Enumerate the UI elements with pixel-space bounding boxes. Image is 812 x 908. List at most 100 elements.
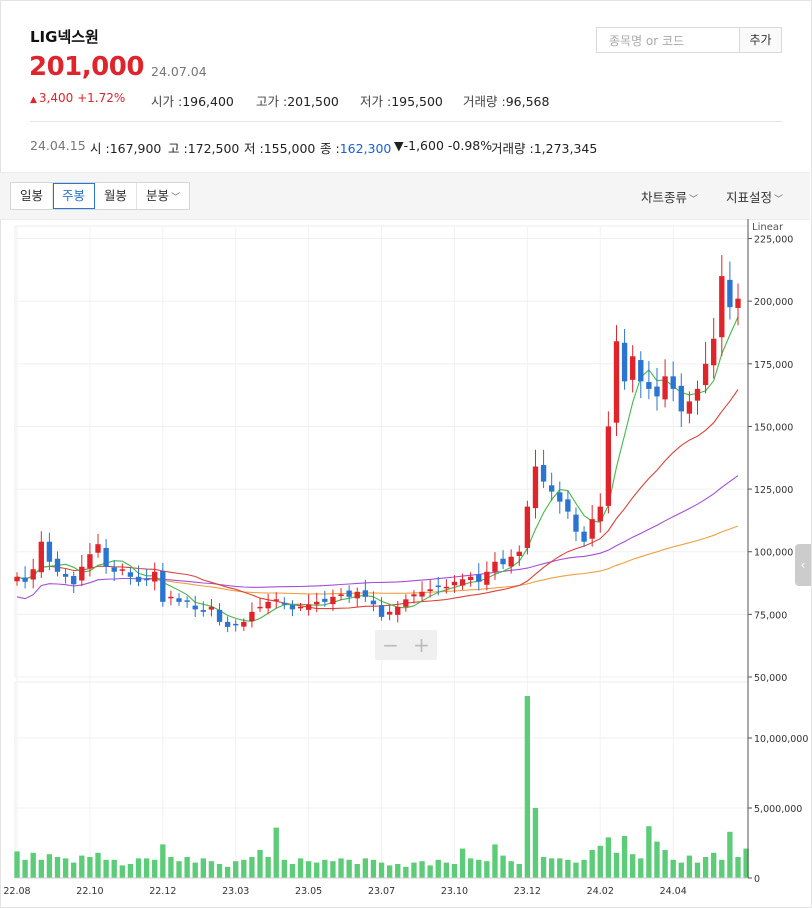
volume-bar	[370, 859, 377, 878]
volume-bar	[160, 844, 166, 878]
stock-search-box	[596, 27, 740, 53]
indicator-settings-dropdown[interactable]: 지표설정 ﹀	[726, 190, 784, 205]
volume-bar	[411, 862, 417, 878]
candle	[403, 599, 409, 607]
price-tick-label: 175,000	[754, 360, 793, 371]
ma20-line	[16, 389, 739, 610]
candle	[22, 577, 28, 582]
low-price: 저가 :195,500	[360, 94, 443, 109]
volume-bar	[224, 866, 231, 878]
volume-bar	[565, 859, 571, 878]
zoom-in-button[interactable]: +	[413, 633, 430, 657]
x-tick-label: 23.12	[514, 886, 541, 897]
candle	[71, 576, 77, 585]
candle	[605, 426, 612, 506]
candle	[297, 606, 304, 609]
chart-type-dropdown[interactable]: 차트종류 ﹀	[641, 190, 699, 205]
volume-bars	[14, 696, 749, 878]
hover-low: 저 :155,000	[244, 141, 316, 156]
volume-bar	[451, 864, 458, 878]
candle	[646, 382, 652, 389]
high-price: 고가 :201,500	[256, 94, 339, 109]
volume-bar	[241, 859, 247, 878]
candle	[322, 598, 328, 602]
volume-bar	[79, 855, 85, 878]
volume-bar	[46, 854, 53, 878]
x-tick-label: 23.07	[368, 886, 395, 897]
volume-bar	[249, 857, 255, 878]
volume-bar	[500, 855, 506, 878]
candlestick-chart[interactable]: 225,000 200,000 175,000 150,000 125,000 100,0…	[0, 219, 812, 908]
candle	[224, 621, 231, 627]
candle	[305, 604, 312, 610]
price-date: 24.07.04	[151, 64, 207, 79]
candle	[103, 547, 109, 567]
scale-label: Linear	[752, 222, 784, 233]
volume-bar	[508, 861, 514, 878]
candle	[670, 376, 676, 389]
volume-bar	[540, 857, 547, 878]
volume-bar	[532, 808, 539, 878]
price-tick-label: 225,000	[754, 235, 793, 246]
volume-bar	[605, 837, 612, 878]
volume-bar	[743, 848, 749, 878]
candle	[354, 591, 360, 599]
x-tick-label: 23.03	[222, 886, 249, 897]
volume-bar	[694, 862, 701, 878]
tab-weekly[interactable]: 주봉	[53, 183, 96, 209]
period-tabs: 일봉 주봉 월봉 분봉 ﹀	[10, 182, 191, 210]
candle	[524, 506, 531, 548]
candle	[143, 578, 150, 581]
divider	[30, 121, 782, 122]
candle	[152, 571, 158, 582]
volume-bar	[386, 865, 393, 878]
candle	[346, 590, 352, 597]
volume-bar	[516, 864, 522, 878]
candle	[702, 363, 709, 386]
chart-toolbar: 일봉 주봉 월봉 분봉 ﹀ 차트종류 ﹀ 지표설정 ﹀	[0, 172, 810, 220]
candle	[694, 388, 701, 401]
volume-tick-label: 5,000,000	[754, 804, 802, 815]
volume-bar	[662, 850, 668, 878]
axes: 225,000 200,000 175,000 150,000 125,000 100,0…	[3, 219, 808, 897]
candle	[540, 465, 547, 482]
candle	[330, 596, 336, 605]
volume-bar	[208, 861, 215, 878]
volume-bar	[127, 864, 134, 878]
zoom-out-button[interactable]: −	[382, 633, 399, 657]
volume-bar	[467, 858, 474, 878]
hover-volume: 거래량 :1,273,345	[491, 141, 598, 156]
volume-bar	[297, 858, 304, 878]
add-stock-button[interactable]: 추가	[739, 27, 782, 53]
volume-bar	[427, 865, 433, 878]
volume-bar	[395, 864, 401, 878]
volume-bar	[711, 852, 717, 878]
candle	[419, 591, 425, 597]
volume-bar	[686, 855, 693, 878]
chevron-down-icon: ﹀	[774, 195, 784, 205]
side-panel-toggle[interactable]: ‹	[795, 544, 811, 586]
volume-bar	[621, 836, 628, 878]
candle	[265, 601, 271, 609]
volume-bar	[257, 850, 263, 878]
candle	[30, 569, 36, 580]
tab-monthly[interactable]: 월봉	[95, 183, 138, 209]
candle	[654, 386, 660, 397]
candle	[395, 606, 401, 615]
stock-search-input[interactable]	[607, 29, 731, 53]
price-tick-label: 125,000	[754, 485, 793, 496]
candle	[573, 514, 579, 532]
candle	[711, 338, 717, 366]
volume-bar	[216, 864, 223, 878]
tab-daily[interactable]: 일봉	[11, 183, 54, 209]
volume-bar	[403, 866, 409, 878]
chevron-down-icon: ﹀	[171, 193, 181, 203]
candle	[500, 558, 506, 565]
x-tick-label: 22.10	[76, 886, 103, 897]
volume-bar	[38, 859, 44, 878]
volume-bar	[719, 859, 725, 878]
tab-minute[interactable]: 분봉 ﹀	[146, 188, 181, 203]
candle	[621, 342, 628, 382]
volume-bar	[233, 861, 239, 878]
volume-bar	[71, 862, 77, 878]
